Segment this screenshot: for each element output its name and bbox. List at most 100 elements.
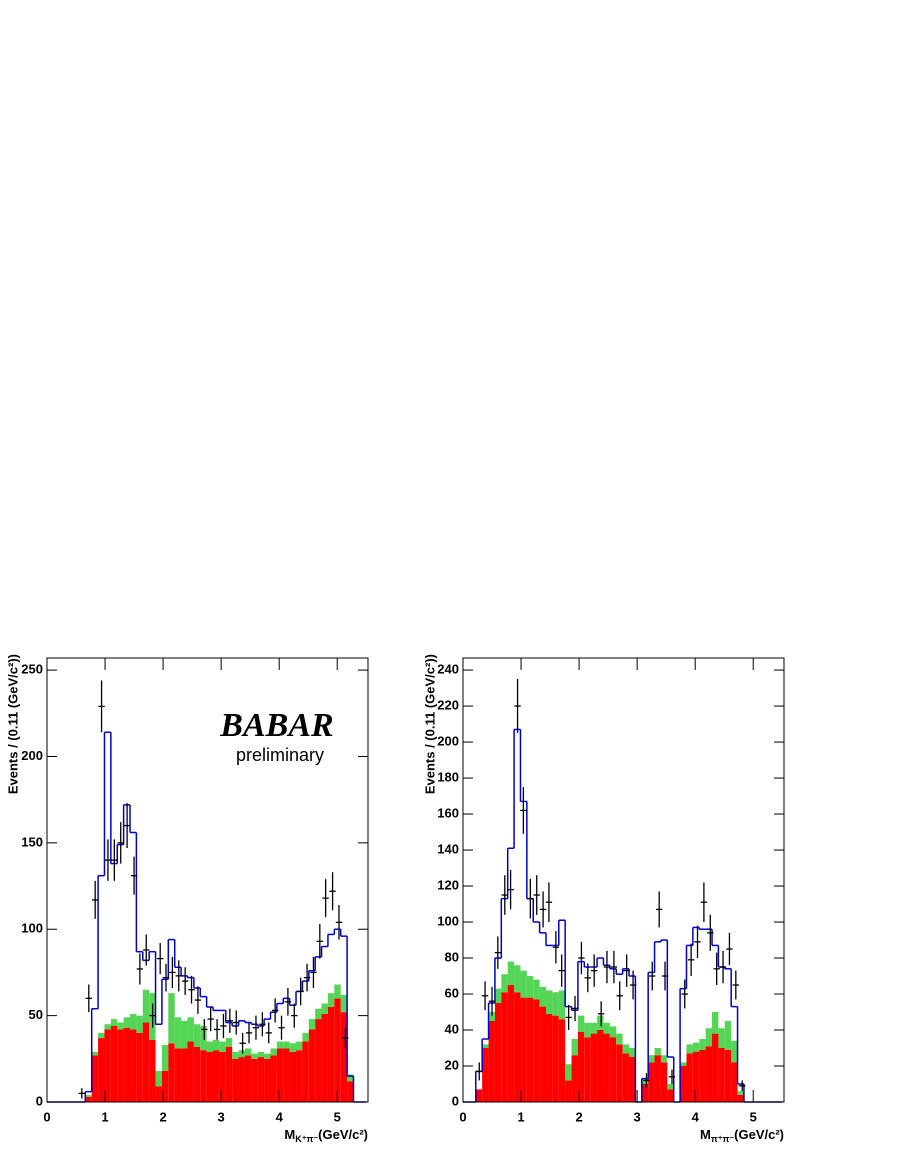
bar-segment xyxy=(110,1019,118,1026)
panel: 0 50 100 150 200 250 0 1 2 3 4 5 Events / (0.11 (GeV… xyxy=(5,654,369,1144)
x-tick-label: 0 xyxy=(43,1109,50,1124)
bar-segment xyxy=(686,1044,693,1054)
bar-segment xyxy=(161,1070,169,1102)
x-tick-label: 0 xyxy=(459,1109,466,1124)
bar-segment xyxy=(584,1022,591,1038)
bar-segment xyxy=(296,1050,303,1102)
bar-segment xyxy=(552,992,559,1016)
bar-segment xyxy=(533,999,540,1102)
bar-segment xyxy=(590,1022,598,1034)
bar-segment xyxy=(520,970,527,998)
bar-segment xyxy=(641,1078,649,1085)
bar-segment xyxy=(475,1089,483,1102)
bar-segment xyxy=(130,1013,137,1030)
bar-segment xyxy=(699,1049,706,1102)
x-axis-unit: (GeV/c²) xyxy=(734,1127,784,1142)
bar-segment xyxy=(168,993,175,1044)
bar-segment xyxy=(680,1062,687,1067)
x-tick-label: 3 xyxy=(634,1109,641,1124)
bar-segment xyxy=(308,1029,316,1102)
bar-segment xyxy=(315,1008,322,1020)
y-tick-label: 50 xyxy=(29,1007,43,1022)
bar-segment xyxy=(514,992,521,1102)
bar-segment xyxy=(123,1017,131,1028)
bar-segment xyxy=(104,1029,111,1102)
bar-segment xyxy=(302,1041,309,1102)
bar-segment xyxy=(270,1055,277,1102)
bar-segment xyxy=(244,1048,252,1056)
y-tick-label: 160 xyxy=(437,805,459,820)
bar-segment xyxy=(718,1048,725,1102)
bar-segment xyxy=(577,1031,585,1102)
bar-segment xyxy=(123,1027,131,1102)
bar-segment xyxy=(321,1003,328,1014)
bar-segment xyxy=(526,976,534,998)
bar-segment xyxy=(660,1055,668,1063)
bar-segment xyxy=(193,1024,201,1047)
bar-segment xyxy=(174,1017,182,1049)
bar-segment xyxy=(565,1064,572,1081)
bar-segment xyxy=(232,1058,239,1102)
bar-segment xyxy=(347,1081,354,1102)
bar-segment xyxy=(327,993,335,1007)
bar-segment xyxy=(539,986,547,1007)
bar-segment xyxy=(705,1028,713,1047)
y-tick-label: 0 xyxy=(452,1093,459,1108)
y-tick-label: 40 xyxy=(445,1021,459,1036)
logo: BABAR xyxy=(219,707,333,744)
bar-segment xyxy=(667,1089,674,1102)
x-tick-label: 2 xyxy=(575,1109,582,1124)
bar-segment xyxy=(546,990,553,1014)
bar-segment xyxy=(648,1055,655,1063)
plot-frame xyxy=(46,657,369,1103)
bar-segment xyxy=(718,1028,725,1049)
bar-segment xyxy=(622,1053,630,1102)
y-tick-label: 120 xyxy=(437,877,459,892)
bar-segment xyxy=(712,1012,719,1034)
bar-segment xyxy=(724,1049,732,1102)
bar-segment xyxy=(552,1015,559,1102)
bar-segment xyxy=(270,1048,277,1056)
bar-segment xyxy=(712,1033,719,1102)
bar-segment xyxy=(609,1037,617,1102)
bar-segment xyxy=(494,988,502,1004)
y-tick-label: 240 xyxy=(437,661,459,676)
panel: 0 20 40 60 80 100 120 140 160 180 200 220 240 0 1 2 3 4 5 E… xyxy=(422,654,785,1144)
y-tick-label: 100 xyxy=(437,913,459,928)
x-axis-subscript: π⁺π⁻ xyxy=(711,1134,735,1144)
bar-segment xyxy=(308,1019,316,1030)
bar-segment xyxy=(225,1038,233,1047)
bar-segment xyxy=(168,1043,175,1102)
bar-segment xyxy=(699,1039,706,1050)
bar-segment xyxy=(155,1086,162,1102)
bar-segment xyxy=(520,997,527,1102)
bar-segment xyxy=(264,1058,271,1102)
bar-segment xyxy=(232,1051,239,1059)
bar-segment xyxy=(686,1053,693,1102)
bar-segment xyxy=(149,1039,156,1102)
bar-segment xyxy=(482,1048,489,1102)
y-tick-label: 60 xyxy=(445,985,459,1000)
bar-segment xyxy=(238,1057,245,1102)
x-tick-label: 5 xyxy=(750,1109,757,1124)
y-tick-label: 250 xyxy=(21,662,43,677)
bar-segment xyxy=(501,992,508,1102)
bar-segment xyxy=(206,1051,214,1102)
bar-segment xyxy=(117,1022,124,1030)
bar-segment xyxy=(641,1084,649,1102)
bar-segment xyxy=(558,1019,566,1102)
bar-segment xyxy=(680,1066,687,1102)
bar-segment xyxy=(609,1026,617,1038)
bar-segment xyxy=(488,1021,495,1102)
bar-segment xyxy=(731,1062,738,1102)
bar-segment xyxy=(488,1012,495,1022)
bar-segment xyxy=(289,1043,297,1052)
bar-segment xyxy=(597,1030,604,1102)
bar-segment xyxy=(91,1051,99,1056)
bar-segment xyxy=(654,1055,661,1102)
bar-segment xyxy=(654,1048,661,1056)
x-tick-label: 1 xyxy=(517,1109,524,1124)
bar-segment xyxy=(546,1013,553,1102)
bar-segment xyxy=(219,1051,226,1102)
y-tick-label: 200 xyxy=(437,733,459,748)
